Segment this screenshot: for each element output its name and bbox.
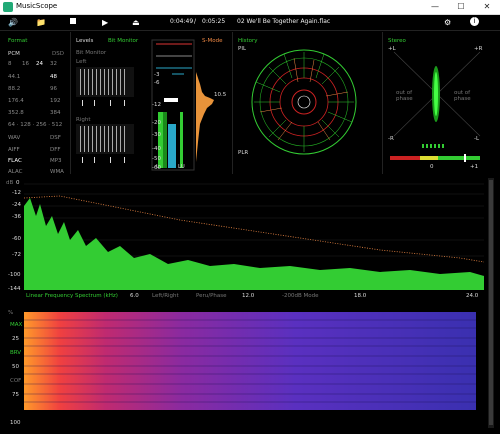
smode-tab[interactable]: S-Mode [202, 38, 223, 44]
scrollbar-thumb[interactable] [489, 180, 493, 425]
history-panel: History PIL PLR [234, 32, 383, 174]
tick-72: -72 [12, 252, 21, 258]
mode-peru-phase[interactable]: Peru/Phase [196, 293, 227, 299]
scrollbar[interactable] [488, 178, 494, 428]
xtick-24: 24.0 [466, 293, 479, 299]
row-cof: COF [10, 378, 22, 384]
scale-50: -50 [152, 156, 161, 162]
plr-label: PLR [238, 150, 249, 156]
duration-time: 0:05:25 [202, 18, 226, 25]
maximize-button[interactable]: ☐ [457, 2, 465, 11]
play-icon[interactable]: ▶ [102, 18, 109, 27]
right-label: Right [76, 117, 91, 123]
tick-24: -24 [12, 202, 21, 208]
scale-60: -60 [152, 165, 161, 171]
level-histogram [196, 72, 214, 162]
spectrum-panel: dB 0 -12 -24 -36 -60 -72 -100 -144 Linea… [0, 176, 490, 306]
scale-20: -20 [152, 120, 161, 126]
xtick-12: 12.0 [242, 293, 255, 299]
tick-0: 0 [16, 180, 20, 186]
level-meter-box [151, 39, 195, 171]
levels-graphic [76, 39, 214, 171]
stop-icon[interactable] [70, 18, 76, 24]
pcm-label: PCM [8, 51, 20, 57]
toolbar: 🔊 📁 ▶ ⏏ 0:04:49 / 0:05:25 02 We'll Be To… [0, 15, 500, 31]
dsd-label: DSD [52, 51, 64, 57]
correlation-zero: 0 [430, 164, 434, 170]
out-of-phase-right: out of phase [454, 90, 471, 102]
stereo-panel: Stereo +L +R -R -L out of phase out of p… [384, 32, 492, 174]
format-panel: Format PCM DSD 8 16 24 32 44.1 48 88.2 96 … [0, 32, 71, 175]
minus-r-label: -R [388, 136, 394, 142]
spectrogram-panel: % MAX 25 BRV 50 COF 75 100 [0, 308, 490, 430]
correlation-plus: +1 [470, 164, 479, 170]
spectrum-graph [23, 183, 485, 290]
row-brv: BRV [10, 350, 22, 356]
info-icon[interactable]: i [470, 17, 479, 26]
track-name: 02 We'll Be Together Again.flac [237, 18, 331, 25]
scale-12: -12 [152, 102, 161, 108]
xtick-18: 18.0 [354, 293, 367, 299]
scale-3: -3 [154, 72, 160, 78]
plus-r-label: +R [474, 46, 483, 52]
time-separator: / [194, 18, 197, 25]
left-label: Left [76, 59, 87, 65]
bitmonitor-right-grid [76, 124, 134, 163]
row-75: 75 [12, 392, 19, 398]
pil-label: PIL [238, 46, 247, 52]
gear-icon[interactable]: ⚙ [444, 18, 452, 27]
history-radar [251, 49, 357, 155]
scale-40: -40 [152, 146, 161, 152]
window-title: MusicScope [16, 2, 58, 10]
bitmonitor-sub: Bit Monitor [76, 50, 107, 56]
peak-value: 10.5 [214, 92, 227, 98]
plus-l-label: +L [388, 46, 396, 52]
tick-144: -144 [8, 286, 21, 292]
row-100: 100 [10, 420, 21, 426]
volume-icon[interactable]: 🔊 [8, 18, 18, 27]
row-50: 50 [12, 364, 19, 370]
spectrum-peak-line [23, 195, 485, 263]
app-icon [3, 2, 13, 12]
elapsed-time: 0:04:49 [170, 18, 194, 25]
meter-l-label: L [156, 164, 160, 170]
bitmonitor-tab[interactable]: Bit Monitor [108, 38, 139, 44]
row-max: MAX [10, 322, 23, 328]
tick-60: -60 [12, 236, 21, 242]
bitmonitor-left-grid [76, 67, 134, 106]
row-25: 25 [12, 336, 19, 342]
title-bar: MusicScope — ☐ ✕ [0, 0, 500, 15]
xtick-6: 6.0 [130, 293, 139, 299]
mode-200db[interactable]: -200dB Mode [282, 293, 319, 299]
stereo-header: Stereo [388, 38, 406, 44]
levels-header: Levels [76, 38, 94, 44]
tick-100: -100 [8, 272, 21, 278]
stereo-scope [390, 51, 481, 162]
eject-icon[interactable]: ⏏ [132, 18, 140, 27]
levels-panel: Levels Bit Monitor Bit Monitor Left Righ… [72, 32, 233, 174]
tick-12: -12 [12, 190, 21, 196]
mode-left-right[interactable]: Left/Right [152, 293, 179, 299]
format-header: Format [8, 38, 28, 44]
scale-6: -6 [154, 80, 160, 86]
history-header: History [238, 38, 258, 44]
minimize-button[interactable]: — [431, 2, 439, 11]
out-of-phase-left: out of phase [396, 90, 413, 102]
spectrum-fill [24, 198, 484, 290]
spectrogram-y-label: % [8, 310, 14, 316]
spectrum-caption: Linear Frequency Spectrum (kHz) [26, 293, 118, 299]
db-label: dB [6, 180, 14, 186]
spectrogram-graph [24, 312, 476, 410]
close-button[interactable]: ✕ [483, 2, 491, 11]
folder-icon[interactable]: 📁 [36, 18, 46, 27]
minus-l-label: -L [474, 136, 480, 142]
meter-r-label: LU [178, 164, 185, 170]
tick-36: -36 [12, 214, 21, 220]
scale-30: -30 [152, 132, 161, 138]
